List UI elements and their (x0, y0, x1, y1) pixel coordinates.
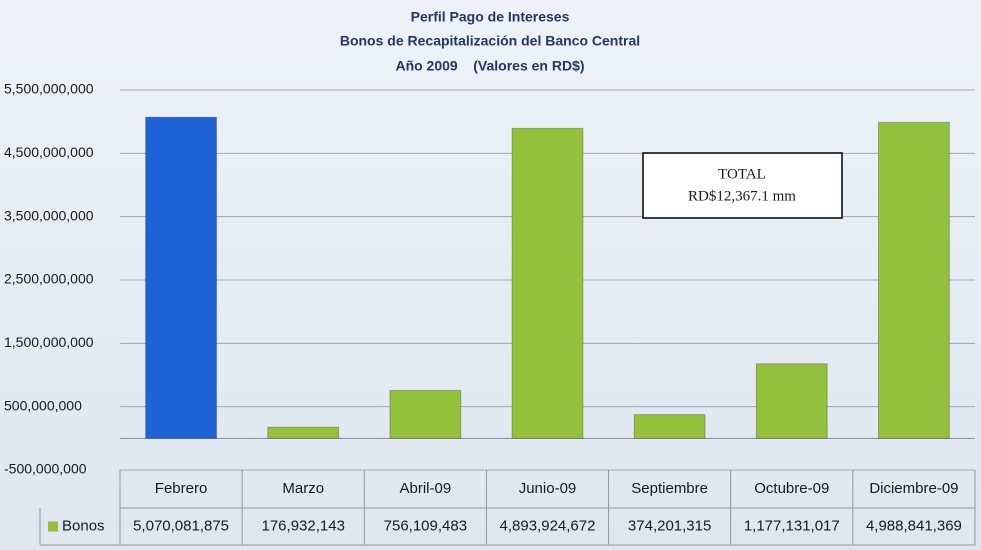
x-tick-label: Octubre-09 (754, 480, 829, 497)
x-tick-label: Abril-09 (400, 480, 452, 497)
bar (633, 414, 706, 439)
table-value: 4,893,924,672 (500, 517, 596, 534)
bar (878, 121, 950, 439)
chart-title: Perfil Pago de Intereses (411, 9, 570, 25)
y-tick-label: 500,000,000 (4, 397, 82, 413)
annotation-box (642, 152, 843, 219)
legend-swatch (48, 521, 58, 532)
y-tick-label: 2,500,000,000 (4, 271, 94, 287)
chart-subtitle: Bonos de Recapitalización del Banco Cent… (340, 33, 640, 49)
x-tick-label: Marzo (282, 480, 324, 497)
chart-subtitle: Año 2009 (Valores en RD$) (395, 58, 584, 74)
legend-label: Bonos (62, 517, 105, 534)
bar (755, 363, 828, 439)
y-tick-label: 4,500,000,000 (4, 144, 94, 160)
table-value: 374,201,315 (628, 517, 711, 534)
x-tick-label: Junio-09 (519, 480, 577, 497)
y-tick-label: 3,500,000,000 (4, 207, 94, 223)
table-value: 756,109,483 (384, 517, 467, 534)
table-value: 5,070,081,875 (133, 517, 229, 534)
bar (389, 389, 462, 439)
table-value: 1,177,131,017 (744, 517, 840, 534)
bar (145, 116, 217, 439)
x-tick-label: Diciembre-09 (869, 480, 958, 497)
y-tick-label: 1,500,000,000 (4, 334, 94, 350)
x-tick-label: Febrero (155, 480, 208, 497)
x-tick-label: Septiembre (631, 480, 708, 497)
table-value: 4,988,841,369 (866, 517, 962, 534)
annotation: RD$12,367.1 mm (688, 188, 796, 204)
bar (267, 426, 340, 439)
table-value: 176,932,143 (262, 517, 345, 534)
y-tick-label: -500,000,000 (4, 461, 87, 477)
y-tick-label: 5,500,000,000 (4, 81, 94, 97)
bar (511, 127, 584, 439)
annotation: TOTAL (718, 166, 766, 182)
